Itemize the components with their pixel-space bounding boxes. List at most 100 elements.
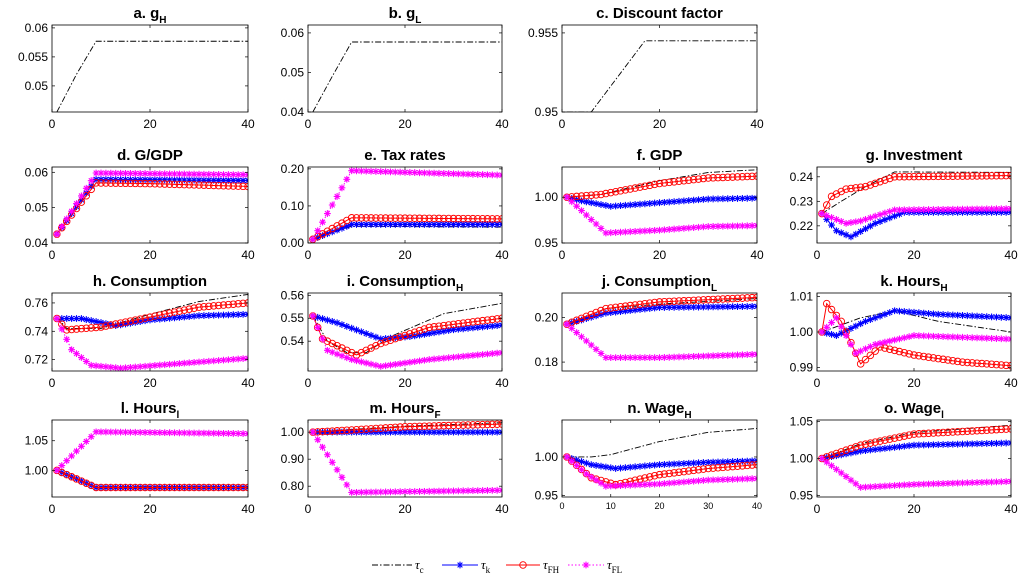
point-f-tFL-31 [709,223,717,230]
panel-title-f: f. GDP [637,147,683,164]
point-m-tk-8 [343,428,351,436]
point-k-tk-10 [862,317,869,325]
point-h-tFL-5 [73,350,80,358]
point-f-tFH-16 [636,183,644,191]
point-h-tFH-10 [97,323,105,331]
point-f-tk-36 [734,195,741,202]
point-f-tk-35 [729,195,737,202]
point-m-tFH-23 [415,422,424,431]
ytick-label-g-1: 0.23 [790,194,814,208]
point-j-tk-16 [636,306,644,313]
point-o-tk-23 [925,441,932,449]
point-f-tFH-33 [719,173,727,182]
point-o-tk-21 [915,441,923,449]
point-j-tFH-21 [660,297,669,306]
point-m-tk-38 [488,428,496,436]
point-m-tFH-19 [396,423,404,431]
point-n-tFH-26 [685,467,693,475]
point-h-tk-39 [239,311,247,318]
point-g-tFL-38 [997,205,1005,213]
point-h-tFH-17 [131,316,140,324]
point-l-tFL-4 [68,452,75,460]
point-j-tFH-33 [719,295,727,303]
point-l-tFL-10 [97,428,105,436]
panel-title-b: b. gL [389,5,422,26]
point-f-tFH-29 [699,174,708,183]
point-l-tFH-26 [175,483,184,492]
point-j-tFH-32 [714,295,722,303]
series-i-tc [312,302,502,354]
point-h-tk-23 [161,315,169,323]
point-d-tFL-10 [97,169,105,177]
point-n-tFL-31 [709,476,717,484]
point-m-tk-29 [445,428,453,436]
point-j-tk-35 [729,303,737,311]
point-l-tFL-33 [210,429,218,437]
point-i-tFH-22 [410,328,419,336]
point-k-tFH-22 [919,352,928,361]
point-j-tFH-14 [626,301,635,310]
point-k-tFL-31 [963,334,971,341]
point-d-tk-31 [200,176,208,184]
point-o-tk-32 [968,440,976,448]
point-i-tFH-31 [454,319,463,328]
point-h-tFH-6 [77,324,86,333]
point-i-tFL-5 [328,348,336,356]
point-m-tFL-38 [488,486,496,494]
point-l-tFL-22 [156,429,164,436]
point-e-tFH-29 [444,214,453,223]
point-f-tFH-5 [582,191,591,200]
point-k-tFH-11 [866,351,875,360]
ytick-label-k-1: 1.00 [790,325,814,339]
point-j-tFL-10 [607,354,615,362]
point-e-tk-9 [348,221,356,228]
point-f-tFH-19 [650,180,659,189]
panel-d: d. G/GDP 0 20 40 0.04 0.05 0.06 [25,147,255,262]
legend-label-tFH: τFH [543,557,560,574]
ytick-label-j-1: 0.20 [535,311,559,325]
point-k-tFL-3 [828,319,835,326]
point-h-tFL-27 [180,359,188,367]
point-i-tk-36 [479,323,486,331]
point-o-tFH-18 [900,432,909,440]
point-i-tFH-36 [478,316,487,325]
point-j-tFH-25 [680,297,688,305]
point-o-tFH-25 [934,429,943,437]
point-i-tFL-28 [440,354,448,362]
panel-title-b-sub: L [415,15,421,26]
point-l-tFL-32 [205,429,213,437]
point-k-tFL-11 [866,343,874,351]
point-f-tk-29 [699,196,707,203]
point-f-tFH-30 [704,174,713,182]
point-i-tk-13 [367,331,375,339]
point-d-tk-32 [205,176,213,184]
series-i-tFL [309,312,502,370]
point-o-tk-33 [973,440,981,448]
xtick-label-k-2: 40 [1004,376,1018,390]
point-d-tFL-24 [166,170,173,178]
point-d-tFL-14 [117,169,124,177]
point-j-tk-12 [617,308,624,315]
point-f-tFL-35 [729,222,737,230]
point-g-tFH-31 [963,172,972,180]
point-f-tFH-4 [577,192,586,200]
point-h-tFH-19 [141,314,149,322]
point-f-tFL-7 [592,220,600,228]
point-e-tFL-20 [401,168,409,176]
point-i-tk-7 [338,321,346,329]
point-d-tFH-17 [131,179,140,188]
point-h-tFL-26 [176,360,183,367]
point-k-tFH-26 [939,355,947,364]
point-m-tFH-30 [449,421,458,430]
point-l-tFL-12 [107,428,115,436]
point-i-tFL-14 [372,361,380,369]
point-d-tFL-2 [58,223,66,230]
point-i-tFL-15 [377,363,385,370]
point-h-tk-33 [210,311,218,319]
point-j-tFL-21 [660,354,668,361]
point-j-tk-11 [612,308,620,316]
point-m-tk-21 [406,428,414,436]
point-f-tFH-3 [572,192,581,201]
point-f-tFH-6 [587,191,596,200]
point-i-tk-30 [450,326,457,334]
